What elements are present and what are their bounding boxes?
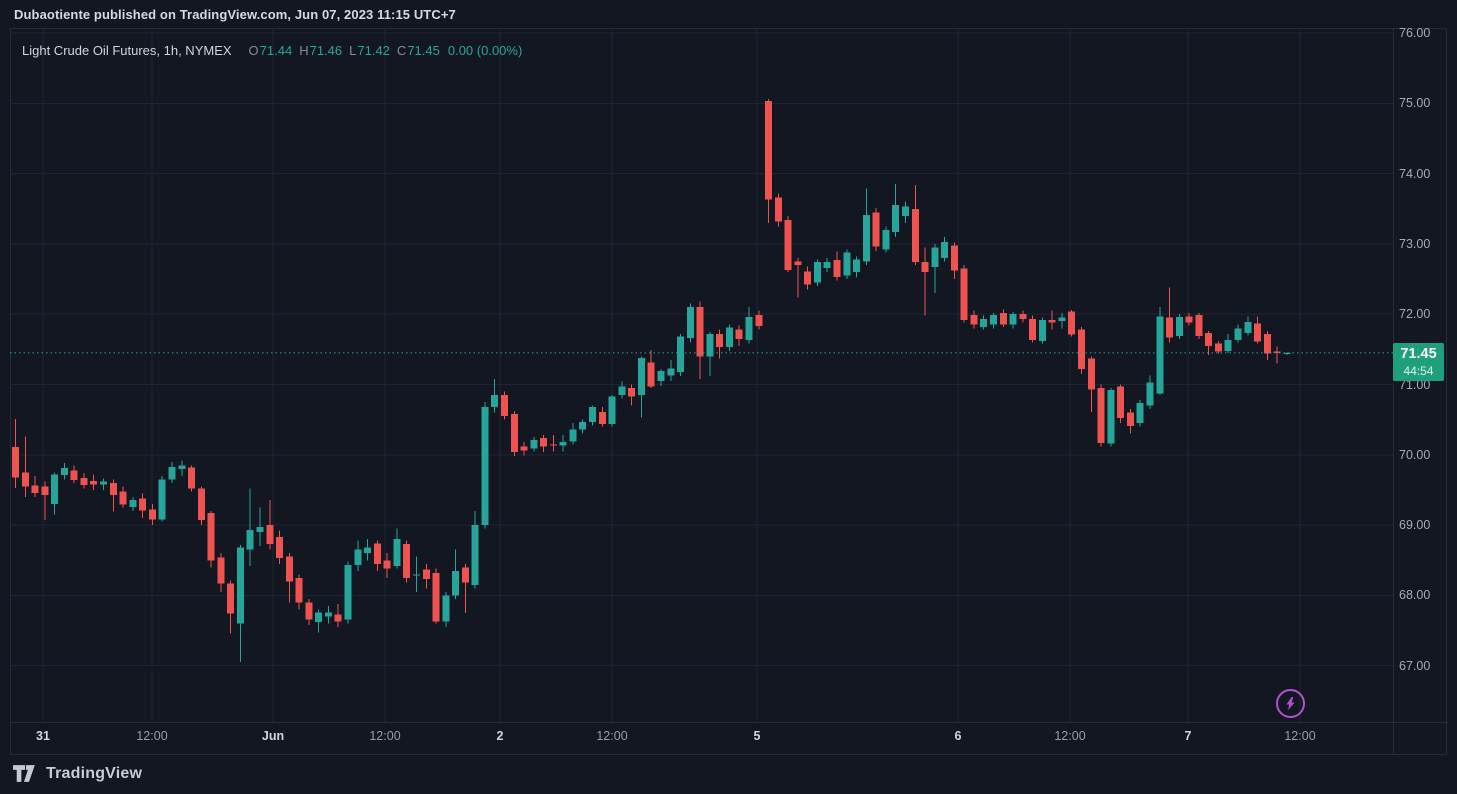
last-price-value: 71.45 bbox=[1400, 346, 1437, 362]
time-axis-separator bbox=[10, 722, 1447, 723]
time-tick-label: 6 bbox=[954, 729, 962, 743]
price-tick-label: 68.00 bbox=[1399, 588, 1431, 603]
time-tick-label: Jun bbox=[261, 729, 285, 743]
price-tick-label: 67.00 bbox=[1399, 658, 1431, 673]
price-axis-separator bbox=[1393, 28, 1394, 755]
price-tick-label: 73.00 bbox=[1399, 236, 1431, 251]
close-value: 71.45 bbox=[407, 43, 440, 58]
time-tick-label: 12:00 bbox=[1284, 729, 1316, 743]
price-tick-label: 74.00 bbox=[1399, 166, 1431, 181]
lightning-bolt-glyph bbox=[1286, 696, 1295, 711]
price-tick-label: 70.00 bbox=[1399, 447, 1431, 462]
open-value: 71.44 bbox=[259, 43, 293, 58]
bar-countdown: 44:54 bbox=[1403, 364, 1434, 378]
chart-pane[interactable] bbox=[10, 28, 1447, 755]
time-tick-label: 12:00 bbox=[1054, 729, 1086, 743]
price-tick-label: 75.00 bbox=[1399, 96, 1431, 111]
price-tick-label: 69.00 bbox=[1399, 518, 1431, 533]
last-price-badge: 71.45 44:54 bbox=[1393, 343, 1444, 381]
tradingview-wordmark: TradingView bbox=[46, 765, 143, 782]
symbol-title: Light Crude Oil Futures, 1h, NYMEX bbox=[22, 43, 232, 58]
time-tick-label: 12:00 bbox=[136, 729, 168, 743]
price-tick-label: 72.00 bbox=[1399, 307, 1431, 322]
close-label: C bbox=[396, 43, 407, 58]
time-tick-label: 12:00 bbox=[369, 729, 401, 743]
time-tick-label: 2 bbox=[496, 729, 504, 743]
symbol-legend: Light Crude Oil Futures, 1h, NYMEX O71.44… bbox=[22, 43, 522, 58]
tradingview-logo-icon bbox=[13, 765, 35, 782]
publish-caption: Dubaotiente published on TradingView.com… bbox=[14, 7, 456, 22]
low-label: L bbox=[349, 43, 357, 58]
time-tick-label: 7 bbox=[1184, 729, 1192, 743]
open-label: O bbox=[248, 43, 259, 58]
lightning-icon[interactable] bbox=[1276, 689, 1305, 718]
price-tick-label: 71.00 bbox=[1399, 377, 1431, 392]
footer: TradingView bbox=[13, 762, 142, 786]
time-tick-label: 31 bbox=[36, 729, 50, 743]
change-value: 0.00 (0.00%) bbox=[447, 43, 523, 58]
time-tick-label: 12:00 bbox=[596, 729, 628, 743]
low-value: 71.42 bbox=[357, 43, 390, 58]
time-tick-label: 5 bbox=[753, 729, 761, 743]
high-value: 71.46 bbox=[309, 43, 343, 58]
price-tick-label: 76.00 bbox=[1399, 26, 1431, 40]
high-label: H bbox=[299, 43, 309, 58]
